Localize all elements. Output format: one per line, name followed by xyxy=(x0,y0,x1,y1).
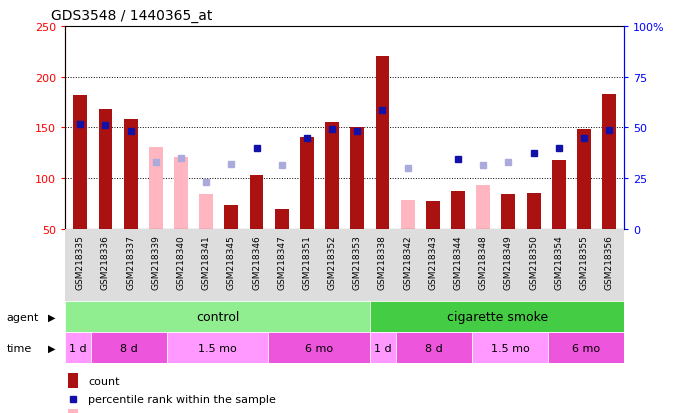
Bar xyxy=(268,332,370,363)
Bar xyxy=(527,194,541,229)
Text: percentile rank within the sample: percentile rank within the sample xyxy=(88,394,276,404)
Text: GSM218336: GSM218336 xyxy=(101,235,110,290)
Text: cigarette smoke: cigarette smoke xyxy=(447,311,547,323)
Bar xyxy=(375,57,390,229)
Text: agent: agent xyxy=(7,312,39,322)
Bar xyxy=(501,195,515,229)
Text: GSM218356: GSM218356 xyxy=(604,235,614,290)
Bar xyxy=(67,409,78,413)
Text: count: count xyxy=(88,375,120,386)
Bar xyxy=(370,332,396,363)
Text: GSM218337: GSM218337 xyxy=(126,235,135,290)
Text: GSM218344: GSM218344 xyxy=(453,235,462,290)
Text: GSM218340: GSM218340 xyxy=(176,235,185,290)
Text: GSM218335: GSM218335 xyxy=(75,235,85,290)
Text: ▶: ▶ xyxy=(48,343,56,353)
Text: 6 mo: 6 mo xyxy=(572,343,600,353)
Text: GSM218346: GSM218346 xyxy=(252,235,261,290)
Text: GSM218347: GSM218347 xyxy=(277,235,286,290)
Text: value, Detection Call = ABSENT: value, Detection Call = ABSENT xyxy=(88,412,265,413)
Bar xyxy=(99,110,113,229)
Bar xyxy=(451,192,465,229)
Text: GDS3548 / 1440365_at: GDS3548 / 1440365_at xyxy=(51,9,213,23)
Bar xyxy=(167,332,268,363)
Text: GSM218349: GSM218349 xyxy=(504,235,513,290)
Text: GSM218350: GSM218350 xyxy=(529,235,538,290)
Text: 1.5 mo: 1.5 mo xyxy=(490,343,530,353)
Bar xyxy=(224,206,238,229)
Text: 8 d: 8 d xyxy=(425,343,442,353)
Text: 1 d: 1 d xyxy=(69,343,86,353)
Text: control: control xyxy=(196,311,239,323)
Bar xyxy=(123,120,138,229)
Text: 8 d: 8 d xyxy=(120,343,138,353)
Bar xyxy=(351,128,364,229)
Bar xyxy=(91,332,167,363)
Bar xyxy=(65,301,370,332)
Bar xyxy=(325,123,339,229)
Bar xyxy=(476,186,490,229)
Bar xyxy=(65,332,91,363)
Text: GSM218341: GSM218341 xyxy=(202,235,211,290)
Bar xyxy=(275,210,289,229)
Text: GSM218351: GSM218351 xyxy=(303,235,311,290)
Bar xyxy=(67,373,78,388)
Text: GSM218348: GSM218348 xyxy=(479,235,488,290)
Text: 1.5 mo: 1.5 mo xyxy=(198,343,237,353)
Text: GSM218355: GSM218355 xyxy=(580,235,589,290)
Bar xyxy=(396,332,472,363)
Bar xyxy=(577,130,591,229)
Bar xyxy=(149,147,163,229)
Text: GSM218343: GSM218343 xyxy=(428,235,438,290)
Text: ▶: ▶ xyxy=(48,312,56,322)
Text: GSM218354: GSM218354 xyxy=(554,235,563,290)
Bar xyxy=(401,201,414,229)
Bar xyxy=(250,176,263,229)
Text: GSM218353: GSM218353 xyxy=(353,235,362,290)
Bar xyxy=(472,332,548,363)
Text: GSM218342: GSM218342 xyxy=(403,235,412,290)
Text: GSM218338: GSM218338 xyxy=(378,235,387,290)
Bar xyxy=(552,160,566,229)
Bar xyxy=(370,301,624,332)
Text: 6 mo: 6 mo xyxy=(305,343,333,353)
Bar xyxy=(426,202,440,229)
Bar xyxy=(199,195,213,229)
Text: GSM218345: GSM218345 xyxy=(227,235,236,290)
Text: 1 d: 1 d xyxy=(374,343,392,353)
Text: time: time xyxy=(7,343,32,353)
Bar xyxy=(73,96,87,229)
Bar xyxy=(602,95,616,229)
Bar xyxy=(548,332,624,363)
Text: GSM218352: GSM218352 xyxy=(328,235,337,290)
Text: GSM218339: GSM218339 xyxy=(152,235,161,290)
Bar xyxy=(174,157,188,229)
Bar xyxy=(300,138,314,229)
